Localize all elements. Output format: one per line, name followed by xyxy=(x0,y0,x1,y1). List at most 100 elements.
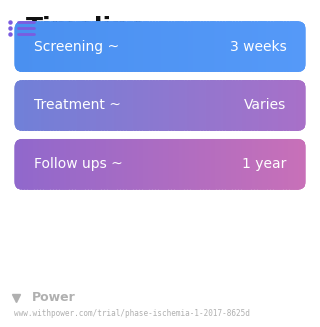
Bar xyxy=(67,139,68,190)
Bar xyxy=(124,80,125,131)
Bar xyxy=(179,80,180,131)
Text: Timeline: Timeline xyxy=(26,16,147,40)
Bar xyxy=(148,80,150,131)
Bar xyxy=(71,80,73,131)
Bar xyxy=(271,21,272,72)
Bar xyxy=(137,80,138,131)
Bar xyxy=(237,139,239,190)
Bar xyxy=(303,80,304,131)
Bar xyxy=(68,21,70,72)
Bar xyxy=(266,80,268,131)
Bar xyxy=(42,80,44,131)
Bar xyxy=(57,21,58,72)
Bar xyxy=(278,139,280,190)
Bar xyxy=(266,21,268,72)
Bar xyxy=(16,21,18,72)
Bar xyxy=(113,80,115,131)
Bar xyxy=(188,80,189,131)
Bar xyxy=(262,80,264,131)
Bar xyxy=(182,80,183,131)
Bar xyxy=(268,21,269,72)
Bar xyxy=(288,21,290,72)
Bar xyxy=(227,21,228,72)
Bar xyxy=(215,21,217,72)
Bar xyxy=(96,139,98,190)
Bar xyxy=(25,80,26,131)
Bar xyxy=(52,80,54,131)
Bar xyxy=(154,80,156,131)
Bar xyxy=(291,139,293,190)
Bar xyxy=(282,21,284,72)
Bar xyxy=(262,21,264,72)
Bar xyxy=(291,21,293,72)
Bar xyxy=(290,80,291,131)
Bar xyxy=(125,21,127,72)
Bar xyxy=(132,21,134,72)
Bar xyxy=(226,80,227,131)
Bar xyxy=(259,139,260,190)
Bar xyxy=(16,139,18,190)
Bar xyxy=(249,21,251,72)
Bar xyxy=(105,80,106,131)
Bar xyxy=(297,21,299,72)
Bar xyxy=(156,139,157,190)
Bar xyxy=(205,139,207,190)
Bar xyxy=(46,21,48,72)
Bar xyxy=(122,80,124,131)
Bar xyxy=(26,80,28,131)
Bar xyxy=(290,21,291,72)
Bar xyxy=(224,139,226,190)
Bar xyxy=(126,139,128,190)
Bar xyxy=(191,139,192,190)
Bar xyxy=(268,80,269,131)
Bar xyxy=(144,139,146,190)
Bar xyxy=(253,139,255,190)
Bar xyxy=(199,139,201,190)
Bar xyxy=(301,80,303,131)
Bar xyxy=(230,80,231,131)
Bar xyxy=(179,21,180,72)
Bar xyxy=(285,80,287,131)
Bar xyxy=(300,21,301,72)
Bar xyxy=(112,139,114,190)
Bar xyxy=(148,21,150,72)
Bar xyxy=(183,139,185,190)
Bar xyxy=(36,21,38,72)
Bar xyxy=(39,139,41,190)
Bar xyxy=(67,80,68,131)
Bar xyxy=(76,80,77,131)
Bar xyxy=(97,21,99,72)
Bar xyxy=(250,139,252,190)
Bar xyxy=(129,80,131,131)
Bar xyxy=(16,80,18,131)
Bar xyxy=(119,21,121,72)
Bar xyxy=(250,21,252,72)
Bar xyxy=(151,21,153,72)
Bar xyxy=(242,21,243,72)
Bar xyxy=(112,80,114,131)
Bar xyxy=(126,21,128,72)
Bar xyxy=(214,21,215,72)
Bar xyxy=(274,21,275,72)
Bar xyxy=(87,21,89,72)
Bar xyxy=(304,139,306,190)
Text: Screening ~: Screening ~ xyxy=(34,40,119,54)
Bar xyxy=(247,80,249,131)
Bar xyxy=(301,139,303,190)
Bar xyxy=(61,21,63,72)
Bar xyxy=(233,21,235,72)
Bar xyxy=(118,139,119,190)
Bar xyxy=(199,21,201,72)
Bar xyxy=(274,139,275,190)
Bar xyxy=(46,139,48,190)
Bar xyxy=(141,21,143,72)
Bar xyxy=(163,80,164,131)
Bar xyxy=(295,21,297,72)
Bar xyxy=(77,21,79,72)
Bar xyxy=(99,21,100,72)
Bar xyxy=(253,80,255,131)
Bar xyxy=(303,21,304,72)
Bar xyxy=(22,80,23,131)
Bar xyxy=(64,80,66,131)
Bar xyxy=(78,21,80,72)
